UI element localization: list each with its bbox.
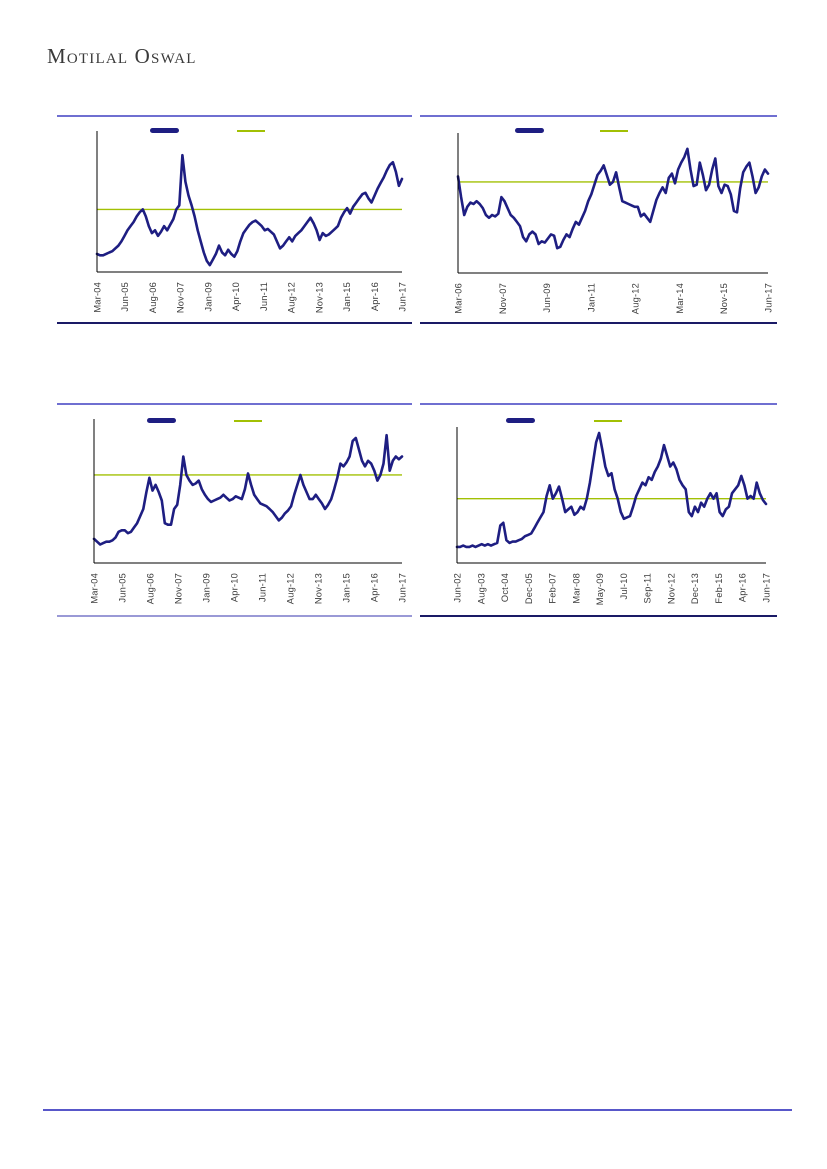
x-tick-label: Jun-17: [398, 573, 408, 603]
x-tick-label: Mar-04: [90, 573, 100, 604]
x-tick-label: Mar-14: [675, 283, 685, 314]
x-tick-label: Jul-10: [619, 573, 629, 600]
x-tick-label: Mar-04: [93, 282, 103, 313]
x-tick-label: Aug-03: [476, 573, 486, 604]
chart-panel-bottom-left: Mar-04 Jun-05 Aug-06 Nov-07 Jan-09 Apr-10 Jun-…: [57, 403, 412, 617]
x-tick-label: Aug-12: [631, 283, 641, 314]
legend-average-swatch-icon: [234, 420, 262, 422]
series-line: [92, 433, 404, 546]
x-tick-label: Jan-11: [586, 283, 596, 312]
line-chart: Jun-02 Aug-03 Oct-04 Dec-05 Feb-07 Mar-08 May-…: [453, 427, 772, 605]
chart-panel-top-right: Mar-06 Nov-07 Jun-09 Jan-11 Aug-12 Mar-14 Nov-…: [420, 115, 777, 324]
x-tick-label: Mar-06: [454, 283, 464, 314]
x-tick-label: Aug-12: [287, 282, 297, 313]
x-tick-label: Jun-17: [398, 282, 408, 312]
x-tick-label: Nov-15: [719, 283, 729, 314]
x-tick-label: Jan-09: [202, 573, 212, 603]
x-tick-label: Jun-17: [762, 573, 772, 603]
legend-series-swatch-icon: [150, 128, 179, 133]
x-tick-label: Mar-08: [571, 573, 581, 604]
x-tick-label: Apr-16: [738, 573, 748, 602]
x-tick-label: Nov-13: [314, 573, 324, 604]
legend-series-swatch-icon: [147, 418, 176, 423]
x-tick-label: Feb-15: [714, 573, 724, 604]
x-tick-label: Jun-17: [764, 283, 774, 313]
x-tick-label: Nov-07: [498, 283, 508, 314]
legend-average-swatch-icon: [594, 420, 622, 422]
x-tick-label: Apr-10: [230, 573, 240, 602]
x-tick-label: Dec-13: [690, 573, 700, 604]
x-tick-label: Jun-09: [542, 283, 552, 313]
x-tick-label: Apr-16: [370, 282, 380, 311]
series-line: [455, 431, 768, 549]
x-tick-label: Nov-07: [174, 573, 184, 604]
legend-average-swatch-icon: [600, 130, 628, 132]
x-tick-label: Dec-05: [524, 573, 534, 604]
x-tick-label: Aug-12: [286, 573, 296, 604]
x-tick-label: Jan-09: [203, 282, 213, 312]
x-tick-label: Feb-07: [548, 573, 558, 604]
x-tick-label: Jun-02: [453, 573, 463, 603]
x-tick-label: Nov-13: [314, 282, 324, 313]
x-tick-label: Aug-06: [146, 573, 156, 604]
x-tick-label: Aug-06: [148, 282, 158, 313]
x-tick-label: Oct-04: [500, 573, 510, 602]
chart-panel-top-left: Mar-04 Jun-05 Aug-06 Nov-07 Jan-09 Apr-10 Jun-…: [57, 115, 412, 324]
x-tick-label: Nov-12: [666, 573, 676, 604]
x-tick-label: Jun-05: [120, 282, 130, 312]
footer-divider: [43, 1109, 792, 1111]
x-tick-label: Nov-07: [176, 282, 186, 313]
x-tick-label: Sep-11: [643, 573, 653, 604]
x-tick-label: Apr-10: [231, 282, 241, 311]
x-tick-label: May-09: [595, 573, 605, 605]
legend-series-swatch-icon: [515, 128, 544, 133]
line-chart: Mar-04 Jun-05 Aug-06 Nov-07 Jan-09 Apr-10 Jun-…: [93, 131, 408, 313]
x-tick-label: Jun-05: [118, 573, 128, 603]
line-chart: Mar-04 Jun-05 Aug-06 Nov-07 Jan-09 Apr-10 Jun-…: [90, 419, 408, 604]
x-tick-label: Jun-11: [258, 573, 268, 602]
x-tick-label: Jan-15: [342, 573, 352, 603]
chart-panel-bottom-right: Jun-02 Aug-03 Oct-04 Dec-05 Feb-07 Mar-08 May-…: [420, 403, 777, 617]
legend-series-swatch-icon: [506, 418, 535, 423]
line-chart: Mar-06 Nov-07 Jun-09 Jan-11 Aug-12 Mar-14 Nov-…: [454, 133, 774, 314]
x-tick-label: Jun-11: [259, 282, 269, 311]
legend-average-swatch-icon: [237, 130, 265, 132]
series-line: [456, 147, 770, 250]
x-tick-label: Jan-15: [342, 282, 352, 312]
series-line: [95, 153, 404, 267]
brand-logo: Motilal Oswal: [47, 44, 197, 68]
x-tick-label: Apr-16: [370, 573, 380, 602]
